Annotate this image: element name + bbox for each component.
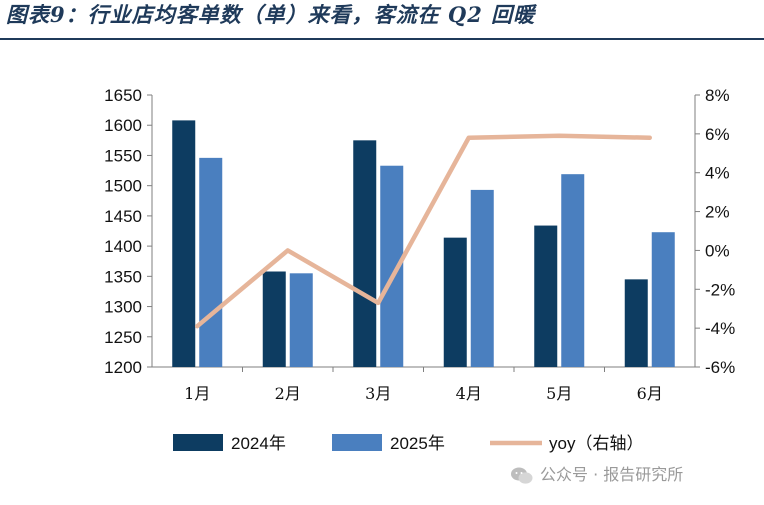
x-tick-label: 3月 bbox=[365, 384, 391, 403]
left-tick-label: 1350 bbox=[104, 267, 142, 286]
bar-2025年 bbox=[199, 157, 223, 367]
yoy-line-path bbox=[195, 133, 652, 329]
bar-2024年 bbox=[534, 225, 558, 367]
right-tick-label: 4% bbox=[705, 164, 730, 183]
bar-2024年 bbox=[624, 279, 648, 367]
title-divider bbox=[0, 38, 764, 40]
legend-swatch-2025 bbox=[332, 434, 382, 451]
wechat-icon bbox=[511, 467, 533, 484]
left-tick-label: 1650 bbox=[104, 86, 142, 105]
legend-label-yoy: yoy（右轴） bbox=[549, 434, 643, 453]
bar-2024年 bbox=[443, 237, 467, 367]
axes: 1650 1600 1550 1500 1450 1400 1350 1300 1250 1200… bbox=[104, 86, 735, 403]
bars bbox=[172, 120, 675, 368]
left-tick-label: 1300 bbox=[104, 298, 142, 317]
left-tick-label: 1200 bbox=[104, 358, 142, 377]
x-tick-label: 6月 bbox=[637, 384, 663, 403]
bar-2025年 bbox=[289, 273, 313, 367]
right-tick-label: 0% bbox=[705, 241, 730, 260]
right-tick-label: 2% bbox=[705, 203, 730, 222]
bar-2025年 bbox=[651, 232, 675, 367]
left-tick-label: 1500 bbox=[104, 177, 142, 196]
bar-2024年 bbox=[172, 120, 196, 368]
right-tick-label: -4% bbox=[705, 319, 735, 338]
legend-label-2025: 2025年 bbox=[390, 434, 445, 453]
bar-2025年 bbox=[380, 165, 404, 367]
bar-2024年 bbox=[353, 140, 377, 367]
right-tick-label: -6% bbox=[705, 358, 735, 377]
bar-2025年 bbox=[561, 174, 585, 367]
left-tick-label: 1250 bbox=[104, 328, 142, 347]
right-tick-label: -2% bbox=[705, 280, 735, 299]
chart-title: 图表9：行业店均客单数（单）来看，客流在 Q2 回暖 bbox=[6, 2, 536, 27]
bar-2024年 bbox=[262, 271, 286, 367]
right-tick-label: 8% bbox=[705, 86, 730, 105]
x-tick-label: 2月 bbox=[275, 384, 301, 403]
bar-2025年 bbox=[470, 189, 494, 367]
left-tick-label: 1450 bbox=[104, 207, 142, 226]
x-tick-label: 1月 bbox=[184, 384, 210, 403]
yoy-line bbox=[195, 133, 652, 329]
legend: 2024年 2025年 yoy（右轴） bbox=[173, 434, 643, 453]
right-tick-label: 6% bbox=[705, 125, 730, 144]
left-tick-label: 1600 bbox=[104, 116, 142, 135]
legend-label-2024: 2024年 bbox=[231, 434, 286, 453]
legend-swatch-2024 bbox=[173, 434, 223, 451]
watermark: 公众号 · 报告研究所 bbox=[510, 460, 683, 490]
x-tick-label: 5月 bbox=[546, 384, 572, 403]
left-tick-label: 1550 bbox=[104, 146, 142, 165]
watermark-text: 公众号 · 报告研究所 bbox=[540, 465, 684, 484]
left-tick-label: 1400 bbox=[104, 237, 142, 256]
x-tick-label: 4月 bbox=[456, 384, 482, 403]
